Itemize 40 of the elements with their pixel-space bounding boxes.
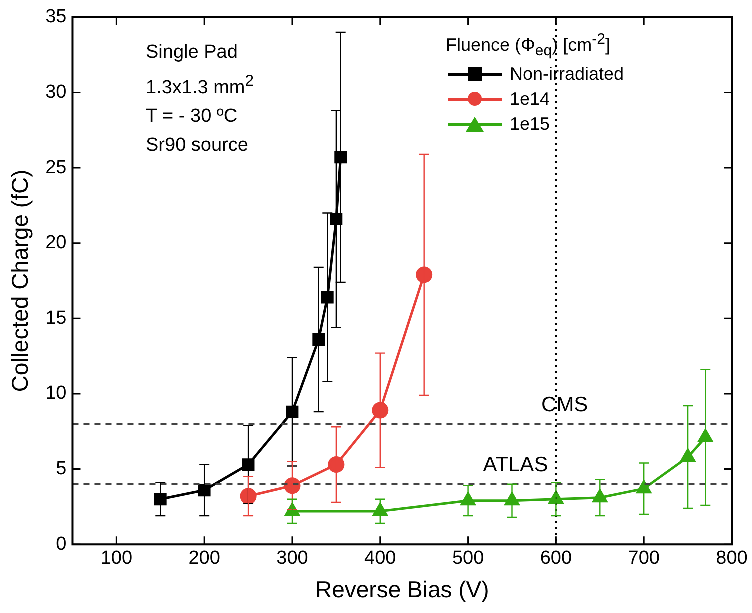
legend-label: Non-irradiated — [510, 64, 624, 85]
y-tick-label: 35 — [46, 6, 67, 28]
point — [373, 503, 388, 516]
annotation: Single Pad — [146, 41, 239, 65]
point — [592, 490, 608, 503]
point — [312, 334, 326, 346]
y-tick-label: 25 — [46, 157, 67, 178]
annotation: T = - 30 ºC — [146, 105, 239, 130]
point — [240, 488, 257, 505]
point — [198, 484, 211, 497]
x-tick-label: 200 — [188, 548, 220, 570]
ref-line-label: ATLAS — [483, 454, 548, 477]
x-tick-label: 300 — [276, 548, 308, 570]
y-tick-label: 15 — [46, 308, 67, 329]
y-tick-label: 30 — [46, 82, 67, 103]
point — [154, 493, 167, 506]
x-tick-label: 400 — [364, 548, 396, 570]
y-axis-title: Collected Charge (fC) — [7, 170, 34, 392]
x-axis-title: Reverse Bias (V) — [315, 576, 490, 603]
y-tick-label: 0 — [56, 534, 67, 555]
ref-line-label: CMS — [542, 393, 588, 416]
point — [680, 448, 696, 462]
legend-label: 1e15 — [510, 114, 550, 135]
y-tick-label: 10 — [46, 383, 67, 404]
point — [328, 456, 345, 474]
y-tick-label: 20 — [46, 232, 67, 254]
annotation: 1.3x1.3 mm$^{2}$ — [146, 72, 254, 100]
x-tick-label: 100 — [100, 548, 133, 570]
y-tick-label: 5 — [56, 458, 67, 480]
point — [242, 458, 255, 471]
legend-label: 1e14 — [510, 88, 550, 110]
annotation: Sr90 source — [146, 134, 250, 158]
point — [416, 266, 433, 284]
point — [372, 402, 389, 419]
x-tick-label: 800 — [716, 548, 748, 570]
point — [321, 291, 334, 304]
x-tick-label: 600 — [540, 548, 572, 570]
x-tick-label: 500 — [452, 548, 484, 570]
x-tick-label: 700 — [628, 548, 660, 570]
point — [698, 429, 713, 442]
